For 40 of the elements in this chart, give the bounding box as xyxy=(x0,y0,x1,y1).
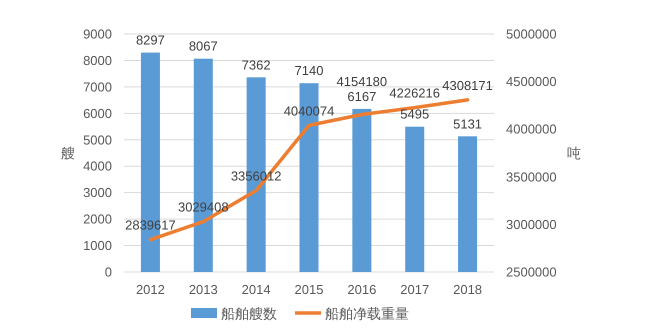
x-tick-label: 2012 xyxy=(136,282,165,297)
y2-tick-label: 4500000 xyxy=(506,74,557,90)
y-tick-label: 8000 xyxy=(83,52,112,68)
data-label: 6167 xyxy=(347,88,376,104)
y-tick-label: 4000 xyxy=(83,158,112,174)
y2-axis-title: 吨 xyxy=(567,145,581,161)
data-label: 8297 xyxy=(136,32,165,48)
data-label: 7362 xyxy=(242,57,271,72)
bar xyxy=(458,136,478,272)
x-tick-label: 2018 xyxy=(453,282,482,297)
y2-tick-label: 4000000 xyxy=(506,122,557,137)
bar xyxy=(352,108,372,272)
bar xyxy=(405,126,424,272)
data-label: 4226216 xyxy=(389,86,440,101)
y-tick-label: 5000 xyxy=(83,132,112,148)
y-tick-label: 3000 xyxy=(83,185,112,200)
y-tick-label: 2000 xyxy=(83,212,112,227)
data-label: 5131 xyxy=(453,116,482,132)
y-tick-label: 7000 xyxy=(83,79,112,94)
x-tick-label: 2016 xyxy=(347,282,376,297)
data-label: 4154180 xyxy=(336,74,388,89)
y-tick-label: 9000 xyxy=(83,26,112,42)
y2-tick-label: 5000000 xyxy=(506,26,557,42)
data-label: 4308171 xyxy=(442,78,493,93)
y-axis-title: 艘 xyxy=(61,145,75,161)
legend-label: 船舶净载重量 xyxy=(325,306,409,322)
x-tick-label: 2013 xyxy=(188,282,218,297)
data-label: 8067 xyxy=(188,38,218,54)
data-label: 5495 xyxy=(400,106,430,122)
y2-tick-label: 3500000 xyxy=(506,169,557,184)
data-label: 7140 xyxy=(294,63,324,78)
y2-tick-label: 2500000 xyxy=(506,264,557,280)
y-tick-label: 6000 xyxy=(83,106,112,121)
x-tick-label: 2015 xyxy=(294,282,324,297)
legend-label: 船舶艘数 xyxy=(221,306,277,322)
y-tick-label: 0 xyxy=(104,264,112,280)
y-tick-label: 1000 xyxy=(83,238,112,254)
x-tick-label: 2017 xyxy=(400,282,430,297)
x-tick-label: 2014 xyxy=(242,282,271,297)
y2-tick-label: 3000000 xyxy=(506,216,557,232)
